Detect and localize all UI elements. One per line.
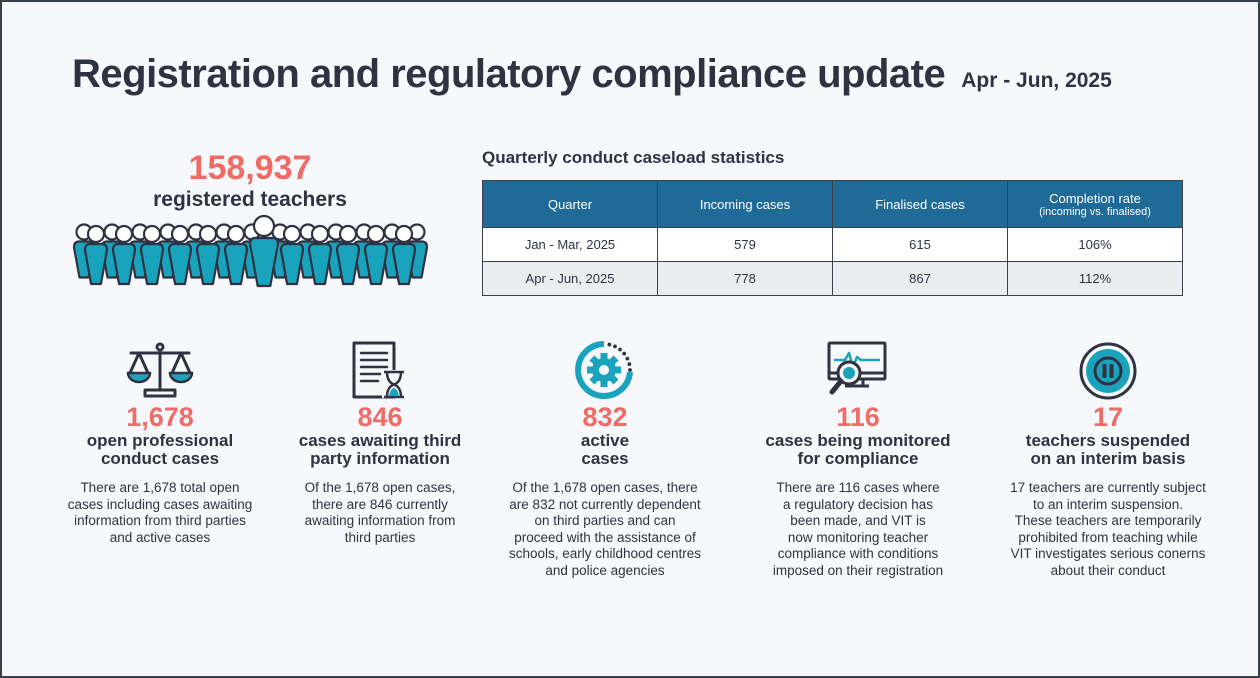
header: Registration and regulatory compliance u… (72, 52, 1112, 97)
stat-description: Of the 1,678 open cases, there are 832 n… (508, 480, 702, 578)
table-title: Quarterly conduct caseload statistics (482, 148, 785, 167)
cell-completion: 112% (1007, 261, 1183, 296)
stat-monitored-cases: 116 cases being monitored for compliance… (745, 338, 971, 579)
column-header-finalised: Finalised cases (832, 180, 1008, 228)
document-hourglass-icon (352, 341, 406, 399)
cell-finalised: 867 (832, 261, 1008, 296)
cell-quarter: Apr - Jun, 2025 (482, 261, 658, 296)
stat-active-cases: 832 active cases Of the 1,678 open cases… (490, 338, 720, 579)
caseload-table: Quarter Incoming cases Finalised cases C… (482, 180, 1183, 296)
crowd-icon (72, 214, 429, 288)
scales-icon (126, 342, 194, 398)
stat-description: There are 1,678 total open cases includi… (67, 480, 253, 545)
stat-description: There are 116 cases where a regulatory d… (772, 480, 944, 578)
registered-teachers-block: 158,937 registered teachers (72, 148, 428, 212)
page-title: Registration and regulatory compliance u… (72, 52, 946, 96)
stat-description: Of the 1,678 open cases, there are 846 c… (304, 480, 456, 545)
cell-incoming: 778 (657, 261, 833, 296)
stat-label: cases awaiting third party information (298, 431, 462, 468)
stat-value: 17 (1092, 402, 1124, 432)
stat-label: active cases (580, 431, 630, 468)
period-label: Apr - Jun, 2025 (961, 69, 1112, 92)
column-header-incoming: Incoming cases (657, 180, 833, 228)
pause-icon (1079, 342, 1137, 400)
cell-finalised: 615 (832, 227, 1008, 262)
stat-value: 1,678 (126, 402, 194, 432)
cell-incoming: 579 (657, 227, 833, 262)
stat-label: teachers suspended on an interim basis (1025, 431, 1191, 468)
stat-description: 17 teachers are currently subject to an … (1010, 480, 1206, 578)
stat-label: open professional conduct cases (86, 431, 234, 468)
cell-quarter: Jan - Mar, 2025 (482, 227, 658, 262)
completion-header-label: Completion rate (1049, 190, 1141, 206)
registered-count: 158,937 (188, 149, 312, 187)
column-header-quarter: Quarter (482, 180, 658, 228)
column-header-completion: Completion rate (incoming vs. finalised) (1007, 180, 1183, 228)
cell-completion: 106% (1007, 227, 1183, 262)
stat-value: 846 (357, 402, 403, 432)
completion-header-sub: (incoming vs. finalised) (1039, 205, 1151, 218)
stat-suspended-teachers: 17 teachers suspended on an interim basi… (988, 338, 1228, 579)
stat-value: 832 (582, 402, 628, 432)
table-row: Jan - Mar, 2025 579 615 106% (482, 227, 1183, 262)
registered-label: registered teachers (153, 188, 347, 211)
stat-value: 116 (836, 402, 880, 432)
stat-open-cases: 1,678 open professional conduct cases Th… (60, 338, 260, 546)
stat-awaiting-third-party: 846 cases awaiting third party informati… (280, 338, 480, 546)
stat-label: cases being monitored for compliance (765, 431, 951, 468)
table-row: Apr - Jun, 2025 778 867 112% (482, 261, 1183, 296)
monitor-magnifier-icon (827, 341, 887, 395)
gear-cycle-icon (575, 341, 633, 399)
table-header-row: Quarter Incoming cases Finalised cases C… (482, 180, 1183, 228)
